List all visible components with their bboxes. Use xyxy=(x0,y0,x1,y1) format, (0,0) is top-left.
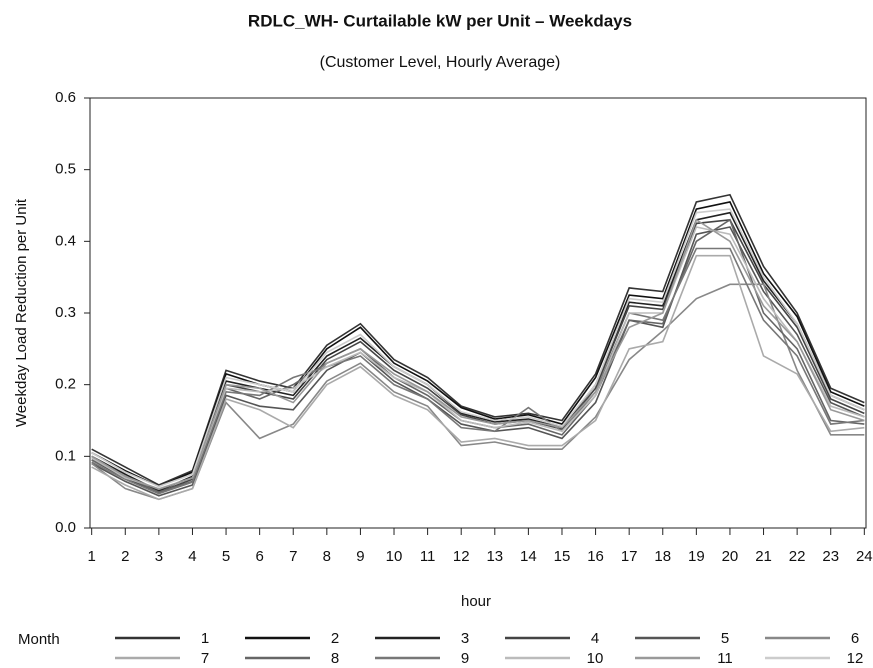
series-line xyxy=(91,254,865,501)
x-tick-label: 5 xyxy=(222,548,230,565)
legend-label: 5 xyxy=(721,630,729,647)
chart-title: RDLC_WH- Curtailable kW per Unit – Weekd… xyxy=(248,11,632,30)
x-tick-label: 13 xyxy=(486,548,503,565)
x-tick-label: 14 xyxy=(520,548,537,565)
x-tick-label: 12 xyxy=(453,548,470,565)
x-tick-label: 1 xyxy=(88,548,96,565)
x-tick-label: 9 xyxy=(356,548,364,565)
x-tick-label: 2 xyxy=(121,548,129,565)
series-line xyxy=(91,283,865,501)
x-tick-label: 6 xyxy=(255,548,263,565)
y-tick-label: 0.4 xyxy=(55,232,76,249)
x-tick-label: 19 xyxy=(688,548,705,565)
y-tick-label: 0.3 xyxy=(55,304,76,321)
x-tick-label: 20 xyxy=(722,548,739,565)
legend-label: 7 xyxy=(201,650,209,667)
series-line xyxy=(91,226,865,497)
x-tick-label: 15 xyxy=(554,548,571,565)
series-line xyxy=(91,201,865,488)
x-tick-label: 21 xyxy=(755,548,772,565)
legend-label: 2 xyxy=(331,630,339,647)
legend-label: 12 xyxy=(847,650,864,667)
x-tick-label: 24 xyxy=(856,548,873,565)
legend-label: 4 xyxy=(591,630,599,647)
y-tick-label: 0.0 xyxy=(55,519,76,536)
legend-label: 10 xyxy=(587,650,604,667)
x-tick-label: 7 xyxy=(289,548,297,565)
x-tick-label: 3 xyxy=(155,548,163,565)
x-tick-label: 8 xyxy=(323,548,331,565)
y-axis-label: Weekday Load Reduction per Unit xyxy=(13,198,30,427)
legend-label: 11 xyxy=(717,650,733,667)
x-tick-label: 17 xyxy=(621,548,638,565)
x-tick-label: 16 xyxy=(587,548,604,565)
y-tick-label: 0.6 xyxy=(55,89,76,106)
chart-subtitle: (Customer Level, Hourly Average) xyxy=(320,54,561,71)
legend-label: 9 xyxy=(461,650,469,667)
legend-label: 3 xyxy=(461,630,469,647)
series-line xyxy=(91,193,865,486)
y-tick-label: 0.2 xyxy=(55,376,76,393)
series-line xyxy=(91,211,865,492)
y-tick-label: 0.1 xyxy=(55,447,76,464)
x-tick-label: 23 xyxy=(822,548,839,565)
x-tick-label: 18 xyxy=(654,548,671,565)
x-tick-label: 22 xyxy=(789,548,806,565)
series-line xyxy=(91,218,865,491)
x-tick-label: 11 xyxy=(420,548,436,565)
series-line xyxy=(91,226,865,490)
legend-label: 8 xyxy=(331,650,339,667)
series-line xyxy=(91,247,865,495)
legend-label: 6 xyxy=(851,630,859,647)
x-tick-label: 10 xyxy=(386,548,403,565)
series-line xyxy=(91,208,865,488)
y-tick-label: 0.5 xyxy=(55,161,76,178)
legend-title: Month xyxy=(18,631,60,648)
legend-label: 1 xyxy=(201,630,209,647)
x-axis-label: hour xyxy=(461,593,491,610)
x-tick-label: 4 xyxy=(188,548,196,565)
